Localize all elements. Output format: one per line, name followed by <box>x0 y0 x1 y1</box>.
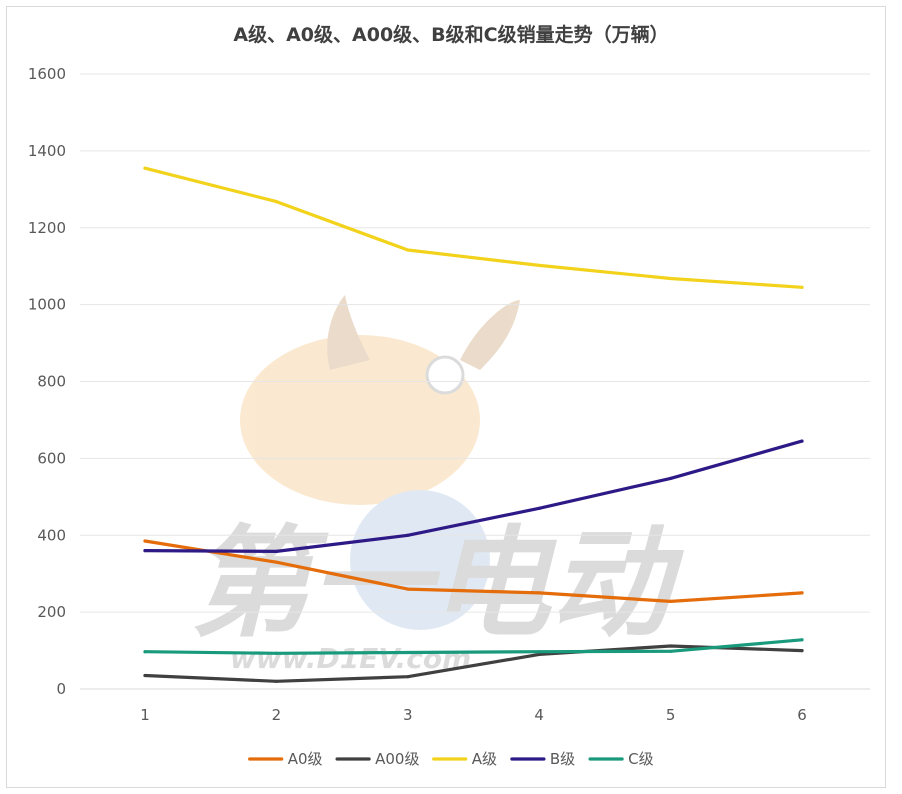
series-line <box>143 638 804 655</box>
series-line <box>143 644 804 683</box>
data-point <box>669 476 673 480</box>
data-point <box>800 591 804 595</box>
y-tick-label: 1400 <box>28 142 66 160</box>
y-tick-label: 1000 <box>28 296 66 314</box>
data-point <box>669 644 673 648</box>
x-tick-label: 3 <box>403 706 413 724</box>
y-tick-label: 600 <box>37 449 66 467</box>
legend-label: C级 <box>628 750 653 768</box>
series-line <box>143 539 804 604</box>
x-tick-label: 2 <box>272 706 282 724</box>
data-point <box>669 649 673 653</box>
y-tick-label: 1600 <box>28 65 66 83</box>
data-point <box>274 549 278 553</box>
data-point <box>537 506 541 510</box>
data-point <box>537 263 541 268</box>
x-tick-label: 6 <box>797 706 807 724</box>
chart-frame <box>6 6 886 788</box>
data-point <box>669 276 673 281</box>
legend: A0级 A00级 A级 B级 C级 <box>248 750 654 768</box>
data-point <box>274 560 278 564</box>
data-point <box>800 285 804 289</box>
x-tick-label: 1 <box>140 706 150 724</box>
data-point <box>143 673 147 678</box>
y-axis-ticks: 0 200 400 600 800 1000 1200 1400 1600 <box>28 65 66 698</box>
data-point <box>537 652 541 657</box>
data-point <box>800 638 804 642</box>
x-tick-label: 4 <box>534 706 544 724</box>
watermark-url-text: www.D1EV.com <box>230 642 471 675</box>
watermark-big-text: 第一电动 <box>190 515 685 654</box>
data-point <box>143 166 147 170</box>
data-point <box>406 650 410 655</box>
legend-label: B级 <box>550 750 575 768</box>
y-tick-label: 0 <box>56 680 66 698</box>
data-point <box>406 248 410 252</box>
legend-label: A级 <box>472 750 497 768</box>
data-point <box>274 651 278 655</box>
watermark-mascot: 第一电动 www.D1EV.com <box>190 295 685 675</box>
data-point <box>143 539 147 543</box>
watermark-mascot-antler-right <box>460 300 520 370</box>
data-point <box>537 650 541 654</box>
data-point <box>406 587 410 591</box>
series-line <box>143 439 804 554</box>
legend-label: A0级 <box>288 750 323 768</box>
data-point <box>537 591 541 595</box>
y-tick-label: 400 <box>37 526 66 544</box>
watermark-mascot-eye <box>425 355 465 395</box>
data-point <box>274 679 278 683</box>
data-point <box>669 599 673 603</box>
watermark-mascot-antler-left <box>327 295 370 370</box>
y-tick-label: 800 <box>37 373 66 391</box>
data-point <box>143 650 147 654</box>
chart-title: A级、A0级、A00级、B级和C级销量走势（万辆） <box>233 24 669 46</box>
data-point <box>406 675 410 679</box>
x-axis-ticks: 1 2 3 4 5 6 <box>140 706 807 724</box>
watermark-mascot-head <box>240 335 480 505</box>
y-tick-label: 200 <box>37 603 66 621</box>
data-point <box>406 533 410 537</box>
series-line <box>143 166 804 289</box>
grid-lines <box>80 73 870 690</box>
data-point <box>800 648 804 653</box>
data-point <box>143 549 147 553</box>
y-tick-label: 1200 <box>28 219 66 237</box>
series-lines <box>143 166 804 683</box>
data-point <box>800 439 804 443</box>
x-tick-label: 5 <box>666 706 676 724</box>
legend-label: A00级 <box>375 750 419 768</box>
data-point <box>274 200 278 204</box>
